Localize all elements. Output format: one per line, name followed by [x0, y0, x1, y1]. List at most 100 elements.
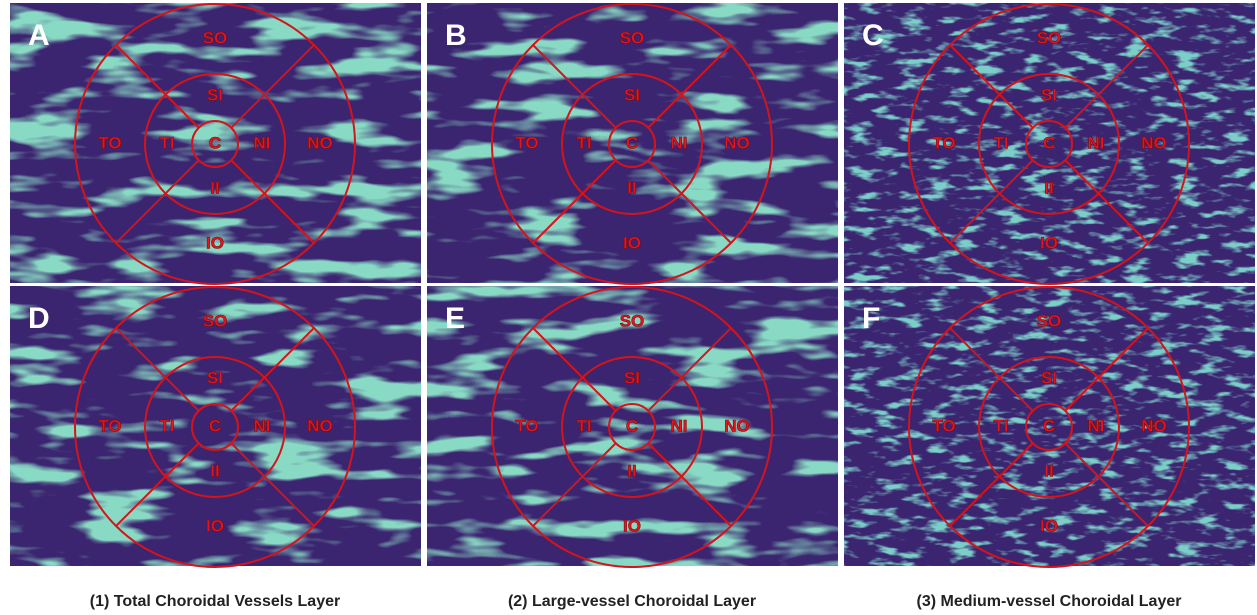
grid-spoke — [532, 44, 617, 129]
region-label: NI — [1088, 416, 1105, 435]
region-label: II — [210, 178, 219, 197]
region-label: IO — [623, 516, 641, 535]
region-label: TI — [576, 133, 591, 152]
region-label: IO — [1040, 516, 1058, 535]
region-label: TO — [98, 133, 121, 152]
grid-spoke — [1064, 159, 1149, 244]
region-label: II — [627, 178, 636, 197]
region-label: SI — [1041, 368, 1057, 387]
region-label: II — [1044, 461, 1053, 480]
region-label: SO — [203, 311, 228, 330]
region-label: C — [626, 133, 638, 152]
region-label: IO — [623, 233, 641, 252]
grid-spoke — [230, 442, 315, 527]
grid-ring — [1025, 403, 1073, 451]
panel-letter: D — [28, 302, 50, 335]
grid-ring — [978, 73, 1120, 215]
vessel-texture — [10, 286, 421, 566]
region-label: SI — [1041, 85, 1057, 104]
region-label: TO — [98, 416, 121, 435]
region-label: C — [1043, 133, 1055, 152]
region-label: SI — [624, 368, 640, 387]
grid-spoke — [115, 442, 200, 527]
grid-spoke — [1064, 442, 1149, 527]
caption: (2) Large-vessel Choroidal Layer — [508, 593, 756, 610]
region-label: NO — [307, 133, 333, 152]
region-label: TO — [515, 133, 538, 152]
region-label: TI — [993, 416, 1008, 435]
vessel-texture — [844, 3, 1255, 283]
caption: (1) Total Choroidal Vessels Layer — [90, 593, 340, 610]
region-label: IO — [1040, 233, 1058, 252]
vessel-texture — [427, 286, 838, 566]
region-label: II — [627, 461, 636, 480]
region-label: NI — [1088, 133, 1105, 152]
grid-ring — [74, 286, 356, 568]
grid-spoke — [949, 442, 1034, 527]
grid-ring — [978, 356, 1120, 498]
vessel-texture — [427, 3, 838, 283]
grid-spoke — [230, 159, 315, 244]
grid-spoke — [647, 327, 732, 412]
grid-spoke — [1064, 44, 1149, 129]
grid-ring — [908, 3, 1190, 285]
grid-spoke — [647, 159, 732, 244]
panel: SO SI TO TI C NI NO II IO D — [10, 286, 421, 568]
grid-ring — [191, 403, 239, 451]
grid-ring — [561, 356, 703, 498]
vessel-texture — [844, 286, 1255, 566]
grid-spoke — [647, 442, 732, 527]
grid-ring — [1025, 120, 1073, 168]
panel: SO SI TO TI C NI NO II IO A — [10, 3, 421, 285]
grid-ring — [144, 356, 286, 498]
grid-spoke — [115, 159, 200, 244]
grid-ring — [491, 286, 773, 568]
region-label: NI — [254, 133, 271, 152]
region-label: TI — [159, 416, 174, 435]
grid-ring — [608, 403, 656, 451]
grid-spoke — [949, 327, 1034, 412]
region-label: TI — [159, 133, 174, 152]
region-label: TO — [932, 133, 955, 152]
region-label: TO — [515, 416, 538, 435]
grid-spoke — [532, 159, 617, 244]
grid-spoke — [532, 442, 617, 527]
grid-spoke — [647, 44, 732, 129]
grid-spoke — [949, 44, 1034, 129]
panel-letter: C — [862, 19, 884, 52]
region-label: C — [626, 416, 638, 435]
region-label: SI — [207, 368, 223, 387]
panel: SO SI TO TI C NI NO II IO E — [427, 286, 838, 568]
region-label: C — [1043, 416, 1055, 435]
panel: SO SI TO TI C NI NO II IO F — [844, 286, 1255, 568]
region-label: IO — [206, 516, 224, 535]
grid-spoke — [230, 327, 315, 412]
grid-spoke — [230, 44, 315, 129]
panel: SO SI TO TI C NI NO II IO B — [427, 3, 838, 285]
region-label: SO — [620, 311, 645, 330]
grid-ring — [908, 286, 1190, 568]
region-label: NO — [1141, 416, 1167, 435]
region-label: TI — [993, 133, 1008, 152]
region-label: SO — [203, 28, 228, 47]
grid-ring — [191, 120, 239, 168]
panel-letter: B — [445, 19, 467, 52]
region-label: NI — [254, 416, 271, 435]
region-label: SO — [1037, 28, 1062, 47]
region-label: SI — [207, 85, 223, 104]
region-label: SO — [1037, 311, 1062, 330]
region-label: NO — [1141, 133, 1167, 152]
region-label: NI — [671, 416, 688, 435]
grid-spoke — [115, 327, 200, 412]
region-label: TO — [932, 416, 955, 435]
grid-ring — [144, 73, 286, 215]
grid-ring — [608, 120, 656, 168]
panel-letter: F — [862, 302, 880, 335]
grid-ring — [74, 3, 356, 285]
region-label: II — [210, 461, 219, 480]
region-label: C — [209, 133, 221, 152]
grid-spoke — [115, 44, 200, 129]
region-label: NO — [724, 416, 750, 435]
grid-spoke — [949, 159, 1034, 244]
